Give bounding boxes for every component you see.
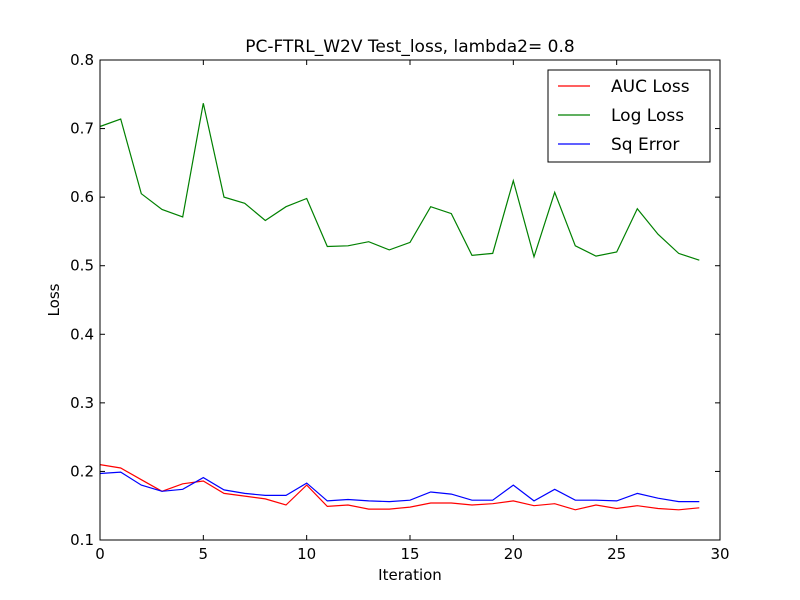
series-line-3 <box>99 471 700 503</box>
y-axis-label: Loss <box>45 283 63 316</box>
y-tick-label: 0.4 <box>70 325 94 343</box>
x-tick-label: 25 <box>607 545 626 563</box>
y-tick-label: 0.5 <box>70 257 94 275</box>
x-axis-label: Iteration <box>378 566 442 584</box>
x-tick-label: 30 <box>710 545 729 563</box>
legend-label-3: Sq Error <box>611 135 679 155</box>
x-tick-label: 20 <box>504 545 523 563</box>
y-tick-label: 0.7 <box>70 120 94 138</box>
legend-label-1: AUC Loss <box>611 77 690 97</box>
x-tick-label: 10 <box>297 545 316 563</box>
x-tick-label: 5 <box>199 545 209 563</box>
legend-label-2: Log Loss <box>611 106 684 126</box>
x-tick-label: 15 <box>400 545 419 563</box>
x-tick-label: 0 <box>95 545 105 563</box>
series-line-1 <box>99 464 700 511</box>
chart-title: PC-FTRL_W2V Test_loss, lambda2= 0.8 <box>245 37 574 57</box>
series-line-2 <box>99 103 700 261</box>
y-tick-label: 0.1 <box>70 531 94 549</box>
y-tick-label: 0.2 <box>70 462 94 480</box>
y-tick-label: 0.3 <box>70 394 94 412</box>
y-tick-label: 0.6 <box>70 188 94 206</box>
legend-box <box>547 69 711 163</box>
plot-area: 0 5 10 15 20 25 30 0.1 0.2 0.3 0.4 0.5 0.6 0.7 0.8 AUC … <box>70 51 729 563</box>
y-tick-label: 0.8 <box>70 51 94 69</box>
